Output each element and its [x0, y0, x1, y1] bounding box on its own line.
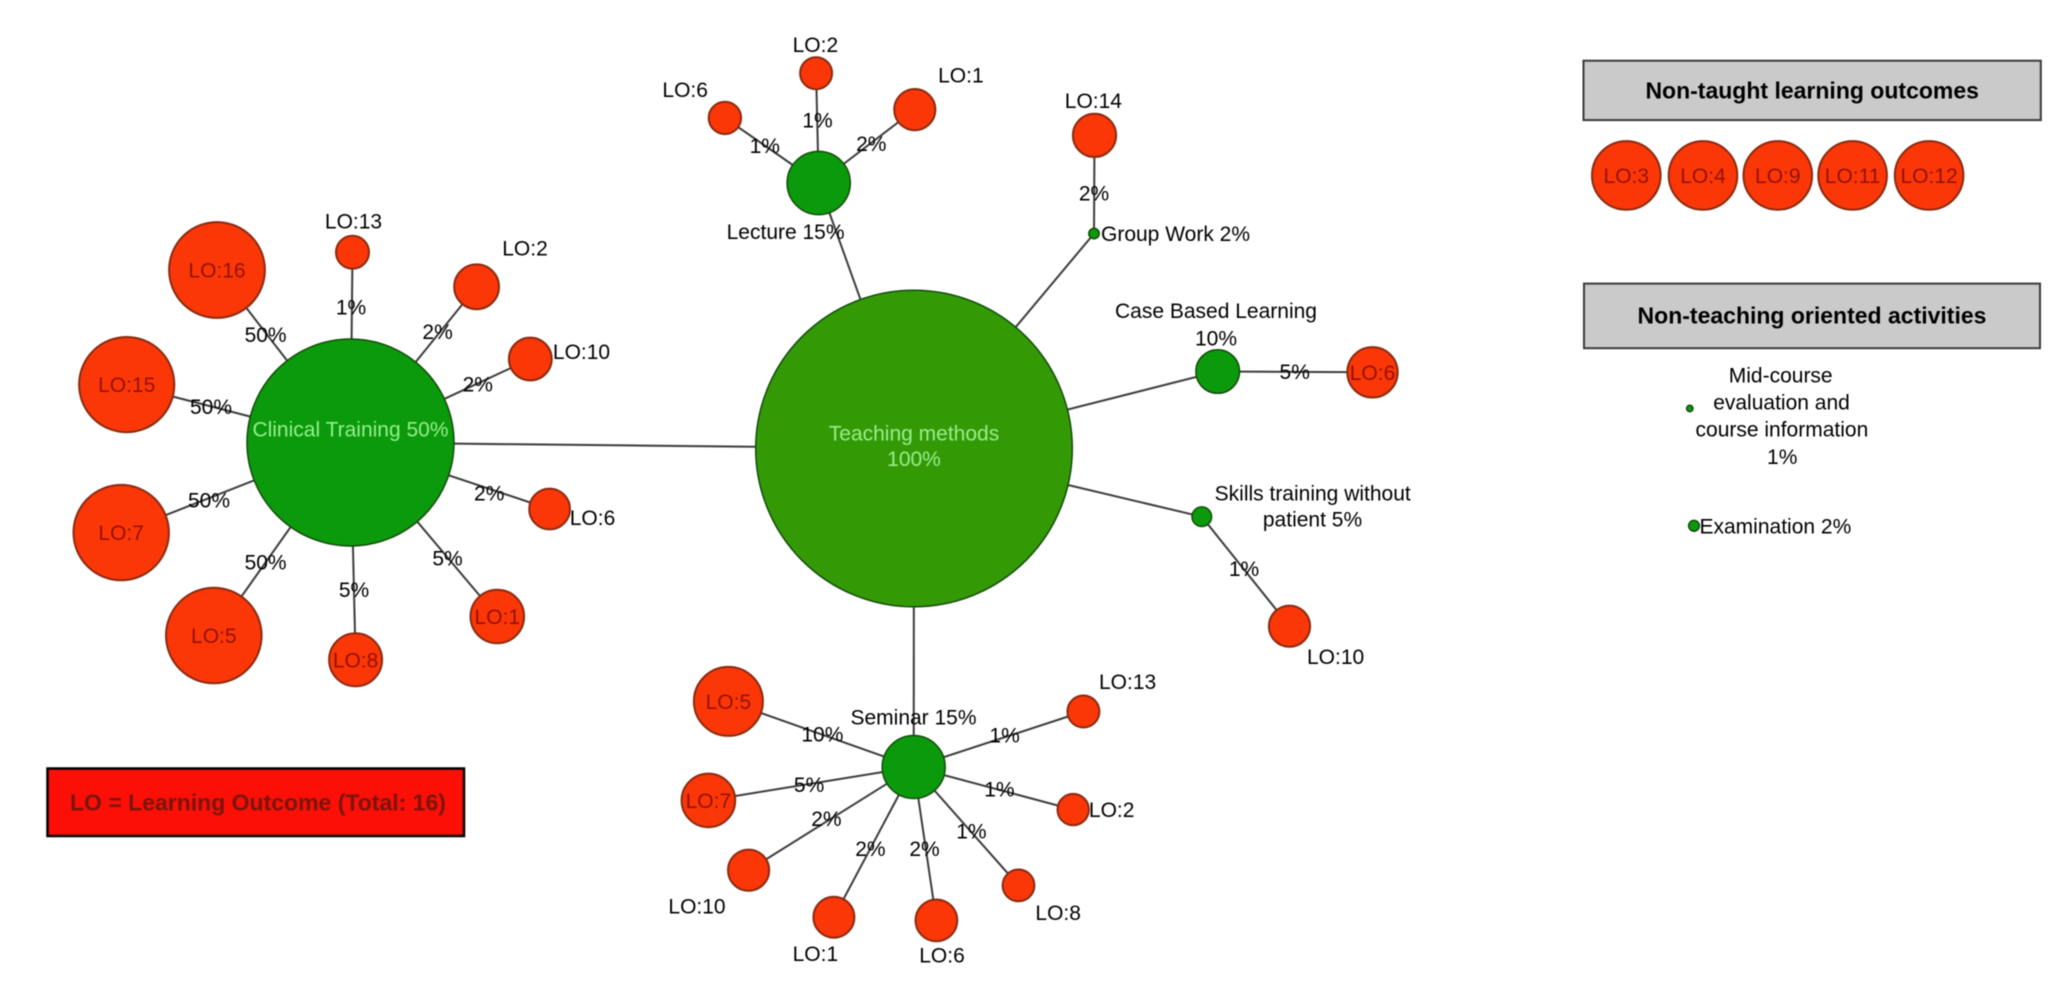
svg-text:50%: 50% [245, 551, 287, 574]
svg-text:Non-teaching oriented activiti: Non-teaching oriented activities [1638, 303, 1987, 329]
svg-text:2%: 2% [1079, 183, 1109, 206]
svg-text:LO:1: LO:1 [475, 606, 521, 629]
svg-text:LO:6: LO:6 [570, 507, 616, 530]
svg-text:LO = Learning Outcome (Total:: LO = Learning Outcome (Total: 16) [70, 790, 446, 816]
svg-text:LO:1: LO:1 [793, 943, 839, 966]
svg-text:Clinical Training 50%: Clinical Training 50% [252, 419, 448, 442]
svg-text:LO:13: LO:13 [325, 211, 382, 234]
svg-text:LO:8: LO:8 [1035, 902, 1081, 925]
svg-text:1%: 1% [336, 297, 366, 320]
svg-text:5%: 5% [432, 548, 462, 571]
svg-text:Lecture 15%: Lecture 15% [727, 221, 845, 244]
svg-text:LO:2: LO:2 [793, 34, 839, 57]
svg-text:1%: 1% [1229, 558, 1259, 581]
svg-text:1%: 1% [1767, 446, 1797, 469]
svg-text:LO:15: LO:15 [98, 374, 155, 397]
svg-text:Group Work 2%: Group Work 2% [1101, 223, 1250, 246]
svg-text:Skills training without: Skills training without [1215, 482, 1411, 505]
svg-text:LO:10: LO:10 [553, 341, 610, 364]
svg-text:LO:6: LO:6 [662, 79, 708, 102]
svg-text:100%: 100% [887, 448, 941, 471]
svg-text:LO:1: LO:1 [938, 65, 984, 88]
svg-text:1%: 1% [802, 110, 832, 133]
svg-text:LO:16: LO:16 [188, 260, 245, 283]
svg-text:1%: 1% [750, 135, 780, 158]
svg-text:LO:11: LO:11 [1825, 165, 1881, 188]
svg-text:patient 5%: patient 5% [1263, 509, 1362, 532]
svg-text:LO:5: LO:5 [191, 625, 237, 648]
svg-text:Mid-course: Mid-course [1729, 364, 1833, 387]
svg-text:LO:10: LO:10 [1307, 646, 1364, 669]
svg-text:evaluation and: evaluation and [1713, 392, 1850, 415]
svg-text:50%: 50% [245, 324, 287, 347]
svg-text:2%: 2% [856, 133, 886, 156]
svg-text:1%: 1% [984, 779, 1014, 802]
svg-text:5%: 5% [1280, 361, 1310, 384]
svg-text:2%: 2% [909, 838, 939, 861]
svg-text:Non-taught learning outcomes: Non-taught learning outcomes [1645, 78, 1979, 104]
svg-text:2%: 2% [474, 483, 504, 506]
svg-text:2%: 2% [811, 808, 841, 831]
svg-text:1%: 1% [989, 725, 1019, 748]
svg-text:LO:9: LO:9 [1755, 165, 1801, 188]
svg-text:LO:12: LO:12 [1900, 165, 1957, 188]
svg-text:LO:5: LO:5 [706, 691, 752, 714]
svg-text:course information: course information [1696, 419, 1869, 442]
svg-text:5%: 5% [339, 579, 369, 602]
svg-text:LO:4: LO:4 [1680, 165, 1726, 188]
svg-text:LO:3: LO:3 [1604, 165, 1650, 188]
svg-text:10%: 10% [1195, 327, 1237, 350]
svg-text:10%: 10% [801, 724, 843, 747]
svg-text:LO:7: LO:7 [686, 790, 732, 813]
svg-text:LO:2: LO:2 [502, 238, 548, 261]
svg-text:Seminar 15%: Seminar 15% [850, 707, 976, 730]
svg-text:50%: 50% [188, 490, 230, 513]
svg-text:LO:2: LO:2 [1089, 799, 1135, 822]
svg-text:5%: 5% [794, 774, 824, 797]
svg-text:Teaching methods: Teaching methods [829, 423, 999, 446]
svg-text:LO:6: LO:6 [1350, 362, 1396, 385]
svg-text:Examination 2%: Examination 2% [1700, 515, 1852, 538]
svg-text:Case Based Learning: Case Based Learning [1115, 300, 1317, 323]
svg-text:LO:14: LO:14 [1065, 90, 1123, 113]
svg-text:LO:13: LO:13 [1099, 671, 1156, 694]
svg-text:2%: 2% [422, 321, 452, 344]
svg-text:LO:8: LO:8 [333, 649, 379, 672]
svg-text:1%: 1% [956, 821, 986, 844]
svg-text:LO:6: LO:6 [919, 945, 965, 968]
svg-text:50%: 50% [190, 396, 232, 419]
svg-text:2%: 2% [463, 373, 493, 396]
svg-text:LO:10: LO:10 [668, 896, 725, 919]
svg-text:LO:7: LO:7 [98, 522, 144, 545]
svg-text:2%: 2% [855, 838, 885, 861]
